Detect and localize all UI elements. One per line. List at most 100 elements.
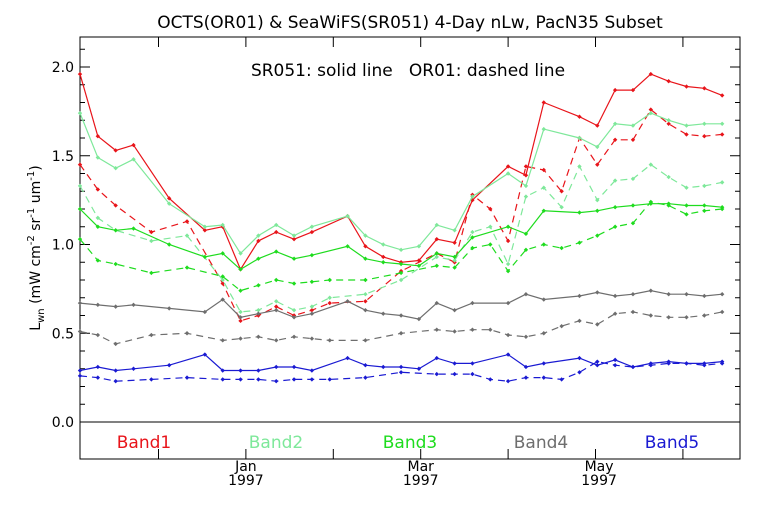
y-axis-label-units-text: (mW cm	[28, 245, 44, 304]
x-tick-label-1: Mar	[407, 459, 434, 475]
data-point	[470, 300, 475, 306]
data-point	[131, 157, 136, 162]
data-point	[523, 375, 529, 380]
data-point	[291, 281, 297, 286]
data-point	[77, 368, 83, 373]
data-point	[398, 277, 404, 283]
y-tick-label-2: 1.0	[52, 238, 74, 254]
data-point	[541, 185, 546, 190]
data-point	[452, 371, 457, 377]
data-point	[523, 194, 529, 199]
data-point	[595, 233, 600, 238]
data-point	[577, 355, 582, 361]
data-point	[612, 121, 618, 126]
data-point	[309, 229, 315, 235]
data-point	[166, 363, 172, 368]
data-point	[559, 377, 564, 382]
data-point	[291, 334, 297, 339]
data-point	[452, 258, 457, 263]
data-point	[184, 219, 190, 224]
data-point	[256, 311, 261, 316]
data-point	[220, 281, 225, 286]
data-point	[488, 377, 493, 382]
data-point	[488, 206, 493, 212]
data-point	[381, 242, 386, 247]
data-point	[238, 309, 243, 315]
data-point	[291, 377, 297, 382]
x-tick-year-0: 1997	[228, 473, 264, 489]
data-point	[77, 110, 83, 116]
data-point	[684, 203, 689, 208]
data-point	[505, 238, 511, 244]
data-point	[77, 183, 83, 189]
data-point	[523, 164, 529, 169]
data-point	[595, 123, 600, 128]
data-point	[184, 265, 190, 270]
data-point	[702, 208, 707, 213]
data-point	[434, 254, 439, 260]
data-point	[309, 307, 315, 313]
data-point	[77, 300, 83, 306]
data-point	[434, 355, 439, 361]
data-point	[363, 363, 368, 368]
data-point	[523, 173, 529, 178]
data-point	[666, 292, 671, 297]
data-point	[345, 213, 350, 219]
y-axis-title: Lwn (mW cm-2 sr-1 um-1)	[26, 165, 47, 330]
data-point	[523, 292, 529, 297]
data-point	[327, 295, 332, 300]
data-point	[559, 245, 564, 251]
data-point	[577, 210, 582, 215]
data-point	[309, 224, 315, 229]
data-point	[666, 315, 671, 320]
data-point	[648, 71, 654, 77]
data-point	[541, 361, 546, 366]
data-point	[719, 292, 725, 297]
data-point	[684, 361, 689, 366]
data-point	[577, 318, 582, 324]
data-point	[238, 368, 243, 373]
data-point	[238, 318, 243, 324]
data-point	[166, 201, 172, 206]
data-point	[648, 363, 654, 368]
data-point	[505, 352, 511, 357]
data-point	[612, 293, 618, 299]
data-point	[612, 137, 618, 142]
data-point	[131, 366, 136, 371]
data-point	[416, 263, 422, 268]
data-point	[470, 194, 475, 199]
data-point	[113, 261, 118, 267]
data-point	[95, 215, 101, 221]
data-point	[184, 233, 190, 238]
data-point	[77, 329, 83, 334]
data-point	[684, 292, 689, 297]
data-point	[523, 183, 529, 189]
data-point	[702, 363, 707, 368]
data-point	[434, 300, 439, 306]
data-point	[202, 309, 208, 315]
data-point	[702, 293, 707, 299]
data-point	[113, 341, 118, 347]
svg-text:Lwn (mW cm-2 sr-1 um-1): Lwn (mW cm-2 sr-1 um-1)	[26, 165, 47, 330]
data-point	[630, 364, 636, 370]
data-point	[363, 292, 368, 297]
data-point	[238, 377, 243, 382]
data-point	[149, 238, 154, 244]
series-line-band1-solid	[79, 73, 723, 271]
y-tick-label-0: 0.0	[52, 415, 74, 431]
data-point	[505, 261, 511, 267]
data-point	[488, 224, 493, 229]
data-point	[612, 311, 618, 316]
data-point	[719, 180, 725, 185]
data-point	[291, 236, 297, 242]
data-point	[398, 270, 404, 276]
legend-item-band2: Band2	[249, 433, 303, 453]
data-point	[470, 245, 475, 251]
x-tick-label-0: Jan	[234, 459, 257, 475]
data-point	[184, 375, 190, 380]
data-point	[452, 228, 457, 233]
data-point	[274, 299, 279, 304]
data-point	[595, 144, 600, 150]
data-point	[505, 164, 511, 169]
series-line-band1-dashed	[79, 108, 723, 322]
